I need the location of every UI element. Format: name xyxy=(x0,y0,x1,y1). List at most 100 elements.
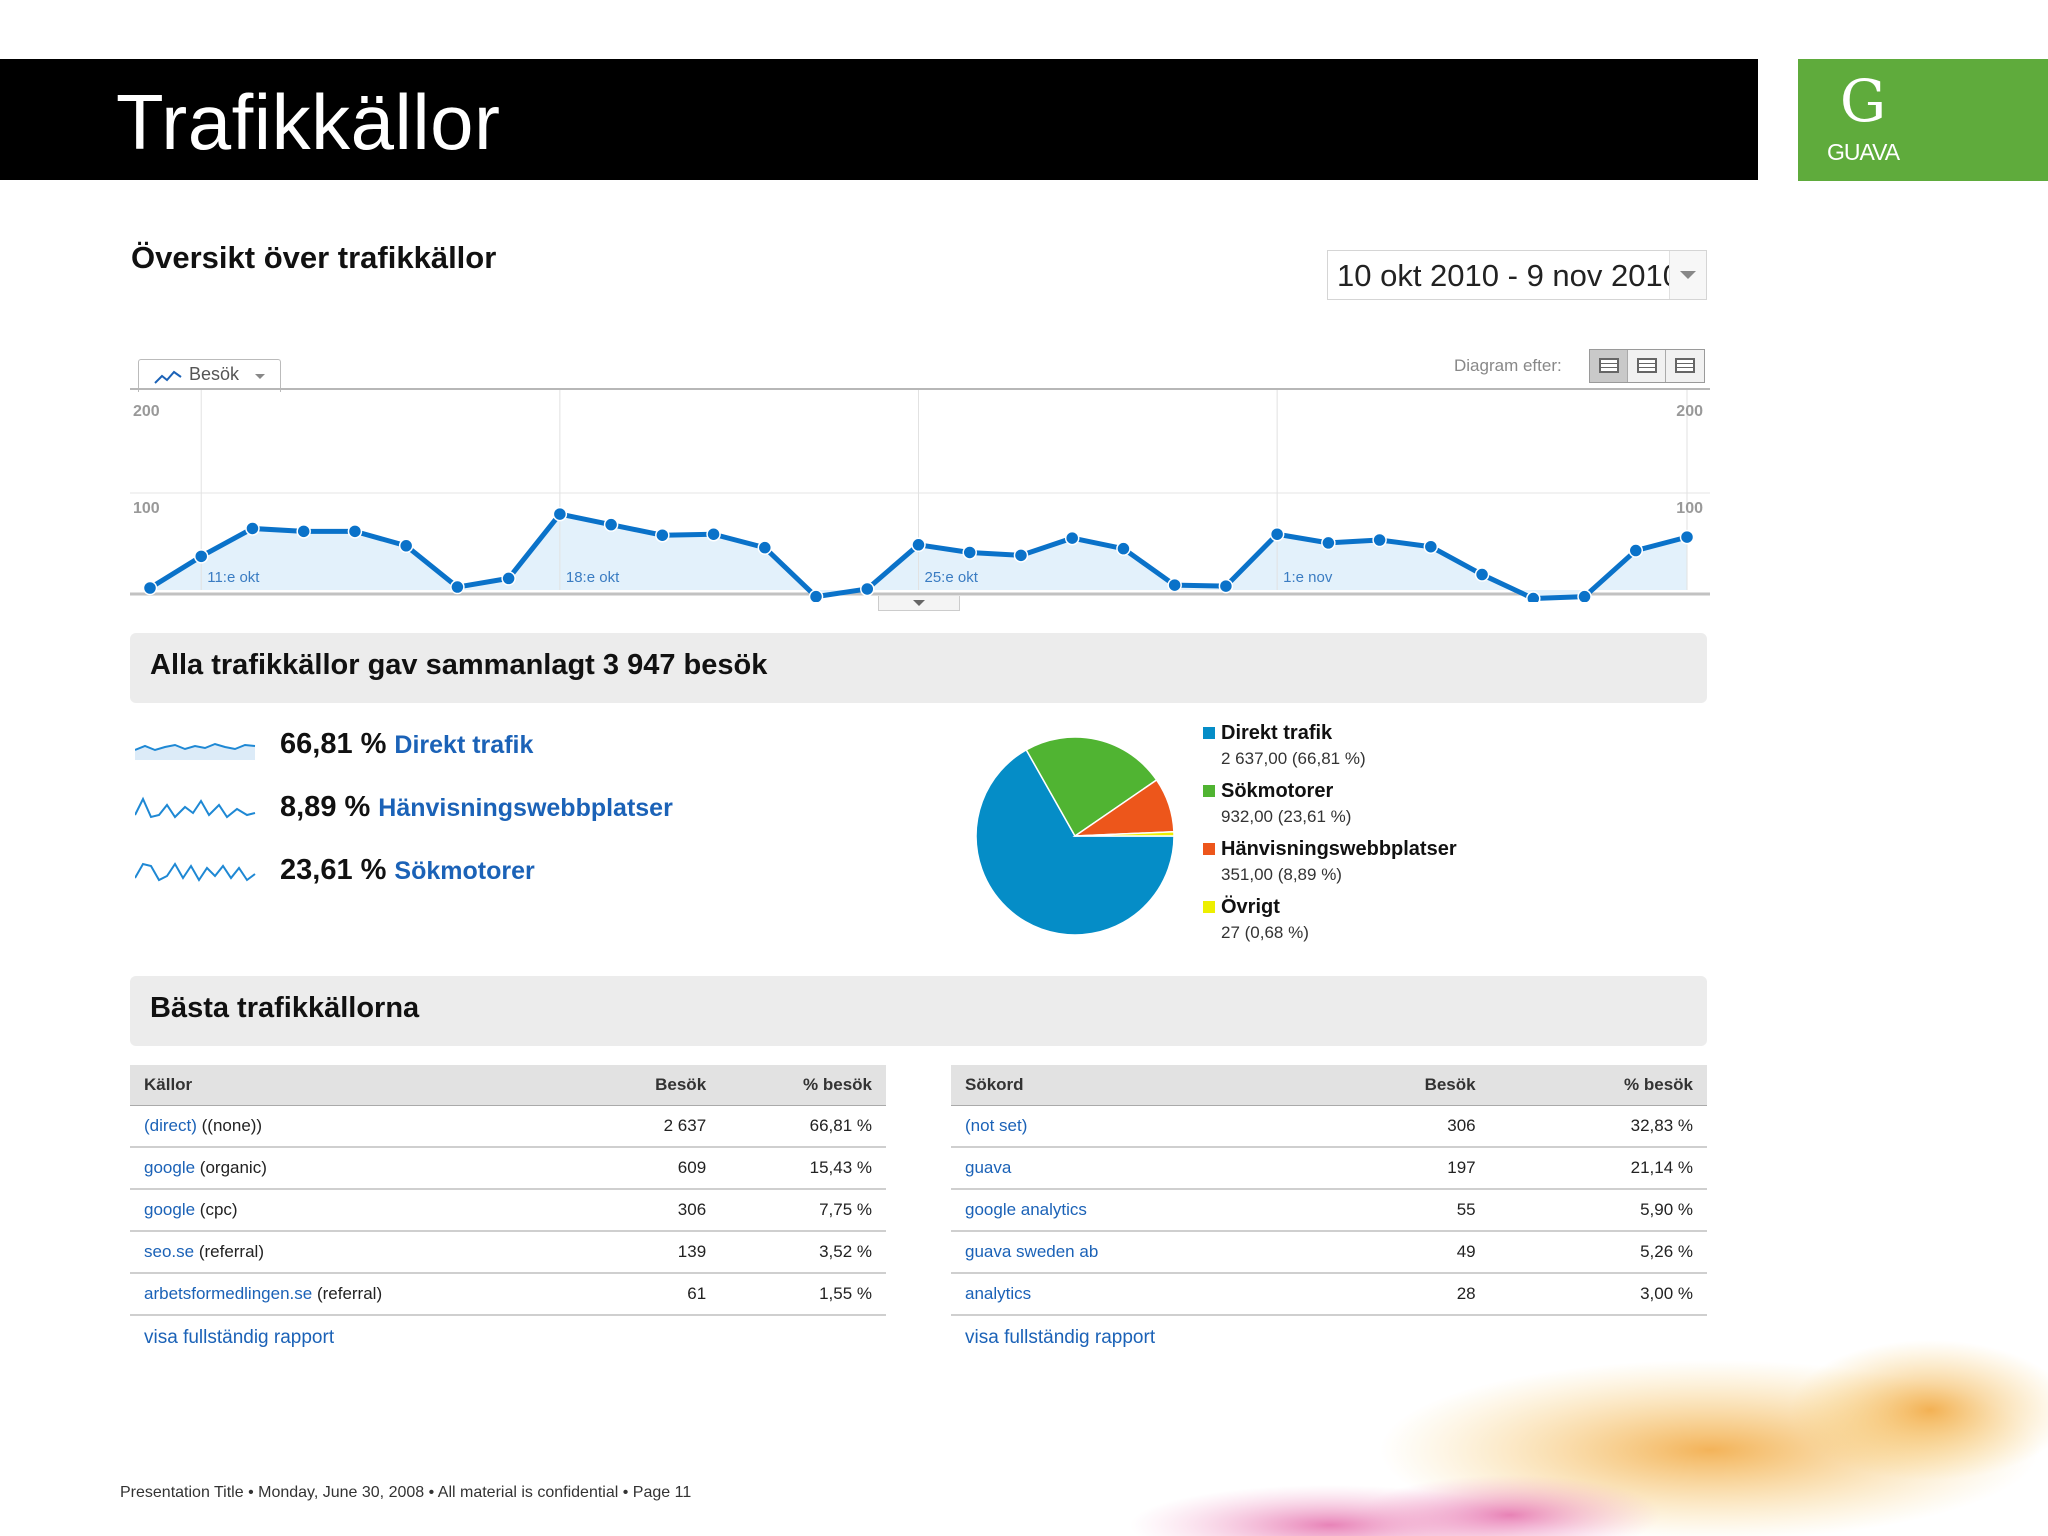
summary-header: Alla trafikkällor gav sammanlagt 3 947 b… xyxy=(130,633,1707,703)
legend-item-direct: Direkt trafik 2 637,00 (66,81 %) xyxy=(1201,722,1501,780)
list-icon xyxy=(1599,358,1619,373)
y-tick-label: 200 xyxy=(1676,403,1703,420)
sources-table: Källor Besök % besök (direct) ((none)) 2 … xyxy=(130,1065,886,1316)
visits-cell: 197 xyxy=(1312,1147,1490,1190)
keyword-link[interactable]: guava xyxy=(965,1158,1012,1177)
data-point xyxy=(1423,539,1439,554)
data-point xyxy=(603,517,619,532)
metric-selector-tab[interactable]: Besök xyxy=(138,359,281,392)
legend-item-referral: Hänvisningswebbplatser 351,00 (8,89 %) xyxy=(1201,838,1501,896)
date-range-select[interactable]: 10 okt 2010 - 9 nov 2010 xyxy=(1327,250,1707,300)
data-point xyxy=(757,540,773,555)
table-row: google analytics 55 5,90 % xyxy=(951,1189,1707,1232)
pct-cell: 32,83 % xyxy=(1489,1105,1707,1148)
guava-logo-mark: G xyxy=(1839,67,1887,135)
data-point xyxy=(1679,529,1695,545)
summary-pct-direct: 66,81 % Direkt trafik xyxy=(280,728,534,760)
pie-slice xyxy=(1074,830,1175,837)
data-point xyxy=(962,545,977,560)
source-medium: ((none)) xyxy=(196,1116,263,1135)
chart-expand-toggle[interactable] xyxy=(878,596,960,611)
table-row: seo.se (referral) 139 3,52 % xyxy=(130,1231,886,1274)
best-sources-title: Bästa trafikkällorna xyxy=(150,992,420,1024)
legend-item-other: Övrigt 27 (0,68 %) xyxy=(1201,896,1501,954)
table-row: guava sweden ab 49 5,26 % xyxy=(951,1231,1707,1274)
source-link[interactable]: seo.se xyxy=(144,1242,195,1261)
table-row: (direct) ((none)) 2 637 66,81 % xyxy=(130,1105,886,1148)
col-header-pct[interactable]: % besök xyxy=(720,1065,886,1106)
visits-cell: 139 xyxy=(585,1231,721,1274)
data-point xyxy=(1013,548,1029,563)
metric-selector-label: Besök xyxy=(189,364,240,384)
pie-slice xyxy=(1025,736,1158,838)
source-medium: (organic) xyxy=(195,1158,267,1177)
keyword-link[interactable]: google analytics xyxy=(965,1200,1087,1219)
summary-pct-referral: 8,89 % Hänvisningswebbplatser xyxy=(280,791,673,823)
guava-logo-text: GUAVA xyxy=(1826,139,1900,165)
table-header-row: Sökord Besök % besök xyxy=(951,1065,1707,1106)
source-medium: (cpc) xyxy=(195,1200,238,1219)
sources-full-report-link[interactable]: visa fullständig rapport xyxy=(144,1327,335,1348)
chevron-down-icon[interactable] xyxy=(1669,251,1706,299)
graph-by-week-button[interactable] xyxy=(1628,350,1666,382)
y-tick-label: 100 xyxy=(133,500,160,517)
data-point xyxy=(911,537,926,553)
data-point xyxy=(655,527,670,543)
data-point xyxy=(296,524,311,539)
col-header-sources[interactable]: Källor xyxy=(130,1065,586,1106)
pct-cell: 3,52 % xyxy=(720,1231,886,1274)
caret-down-icon xyxy=(255,374,265,379)
legend-value: 2 637,00 (66,81 %) xyxy=(1221,749,1366,768)
summary-pct-search: 23,61 % Sökmotorer xyxy=(280,854,535,886)
data-point xyxy=(501,571,516,586)
legend-value: 932,00 (23,61 %) xyxy=(1221,807,1352,826)
table-header-row: Källor Besök % besök xyxy=(130,1065,886,1106)
keyword-link[interactable]: analytics xyxy=(965,1284,1032,1303)
data-point xyxy=(1577,589,1592,602)
decorative-swash xyxy=(1130,1340,2048,1536)
legend-item-search: Sökmotorer 932,00 (23,61 %) xyxy=(1201,780,1501,838)
sparkline-search xyxy=(135,862,256,882)
keywords-full-report-link[interactable]: visa fullständig rapport xyxy=(965,1327,1156,1348)
source-link[interactable]: (direct) xyxy=(144,1116,197,1135)
col-header-keyword[interactable]: Sökord xyxy=(951,1065,1313,1106)
slide-footer: Presentation Title • Monday, June 30, 20… xyxy=(120,1484,692,1501)
data-point xyxy=(552,506,568,522)
list-icon xyxy=(1675,358,1695,373)
summary-link-direct[interactable]: Direkt trafik xyxy=(394,731,534,759)
keywords-table: Sökord Besök % besök (not set) 306 32,83 %… xyxy=(951,1065,1707,1316)
graph-by-day-button[interactable] xyxy=(1590,350,1628,382)
slide-title: Trafikkällor xyxy=(116,78,501,166)
sparkline-direct xyxy=(135,742,256,760)
guava-logo: G GUAVA xyxy=(1798,59,2048,181)
visits-cell: 609 xyxy=(585,1147,721,1190)
y-tick-label: 200 xyxy=(133,403,160,420)
visits-area-chart: 200 100 200 100 11:e okt 18:e okt 25:e okt 1:e … xyxy=(130,388,1710,602)
pie-legend: Direkt trafik 2 637,00 (66,81 %) Sökmoto… xyxy=(1201,722,1501,954)
graph-by-month-button[interactable] xyxy=(1666,350,1704,382)
list-icon xyxy=(1637,358,1657,373)
pct-cell: 7,75 % xyxy=(720,1189,886,1232)
pie-slice xyxy=(975,748,1175,936)
source-link[interactable]: arbetsformedlingen.se xyxy=(144,1284,313,1303)
best-sources-header: Bästa trafikkällorna xyxy=(130,976,1707,1046)
summary-link-referral[interactable]: Hänvisningswebbplatser xyxy=(378,794,673,822)
col-header-visits[interactable]: Besök xyxy=(1312,1065,1490,1106)
legend-swatch xyxy=(1203,901,1215,913)
pct-cell: 1,55 % xyxy=(720,1273,886,1316)
legend-name: Övrigt xyxy=(1221,896,1280,918)
col-header-visits[interactable]: Besök xyxy=(585,1065,721,1106)
keyword-link[interactable]: guava sweden ab xyxy=(965,1242,1099,1261)
data-point xyxy=(1321,535,1336,551)
legend-swatch xyxy=(1203,785,1215,797)
source-link[interactable]: google xyxy=(144,1200,196,1219)
pct-cell: 5,90 % xyxy=(1489,1189,1707,1232)
x-tick-label: 25:e okt xyxy=(925,569,979,586)
col-header-pct[interactable]: % besök xyxy=(1489,1065,1707,1106)
visits-cell: 2 637 xyxy=(585,1105,721,1148)
keyword-link[interactable]: (not set) xyxy=(965,1116,1028,1135)
legend-value: 351,00 (8,89 %) xyxy=(1221,865,1342,884)
summary-link-search[interactable]: Sökmotorer xyxy=(394,857,535,885)
visits-cell: 306 xyxy=(585,1189,721,1232)
source-link[interactable]: google xyxy=(144,1158,196,1177)
